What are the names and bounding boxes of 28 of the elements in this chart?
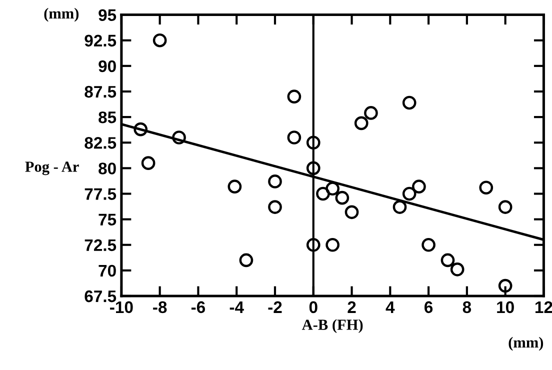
x-tick-label: -6 (191, 301, 206, 314)
y-tick-label: 90 (98, 60, 116, 72)
x-tick-label: 10 (497, 301, 514, 314)
x-tick-label: 4 (386, 301, 395, 313)
x-tick-label: 12 (536, 301, 552, 313)
x-tick-label: 0 (309, 301, 318, 314)
x-axis-title: A-B (FH) (302, 319, 363, 334)
y-axis-title: Pog - Ar (25, 162, 79, 176)
x-tick-label: 2 (348, 301, 356, 313)
x-tick-label: -2 (268, 301, 282, 313)
y-tick-label: 80 (98, 162, 116, 174)
x-tick-label: -8 (153, 301, 167, 314)
y-tick-label: 82.5 (84, 137, 116, 149)
y-tick-label: 67.5 (84, 290, 116, 302)
y-tick-label: 95 (98, 9, 116, 22)
y-tick-label: 85 (98, 111, 116, 124)
y-tick-label: 77.5 (84, 188, 116, 200)
x-tick-label: 6 (424, 301, 433, 314)
y-tick-label: 75 (98, 214, 116, 226)
x-tick-label: 8 (462, 301, 472, 314)
text: (mm) (44, 8, 79, 22)
y-tick-label: 87.5 (84, 86, 116, 98)
text: (mm) (508, 336, 544, 351)
x-tick-label: -10 (110, 301, 133, 314)
y-tick-label: 70 (98, 264, 116, 277)
x-tick-label: -4 (230, 301, 244, 313)
y-tick-label: 92.5 (84, 34, 116, 47)
y-tick-label: 72.5 (84, 239, 116, 252)
